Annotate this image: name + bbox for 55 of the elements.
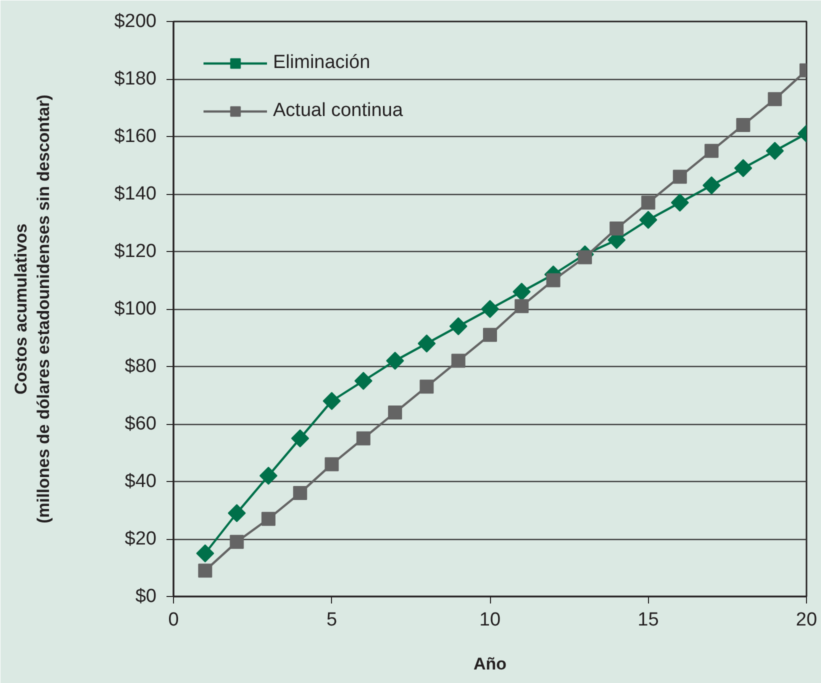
y-tick-label: $140 (114, 184, 157, 204)
point (702, 176, 721, 194)
point (449, 317, 468, 336)
y-tick-label: $0 (135, 586, 157, 607)
y-tick-label: $120 (114, 241, 157, 262)
point (736, 118, 750, 132)
point (768, 92, 782, 106)
y-tick-label: $60 (124, 414, 156, 434)
point (230, 534, 244, 549)
x-tick-label: 20 (796, 610, 818, 630)
point (293, 486, 308, 500)
y-tick-label: $80 (124, 356, 156, 377)
point (514, 299, 529, 314)
x-tick-label: 10 (479, 610, 501, 630)
point (512, 282, 531, 301)
point (259, 466, 278, 485)
point (704, 144, 719, 158)
point (322, 392, 341, 410)
point (388, 406, 402, 420)
point (672, 170, 687, 184)
y-tick-label: $20 (124, 528, 156, 550)
x-tick-label: 0 (168, 610, 179, 630)
point (198, 564, 212, 578)
point (483, 328, 497, 342)
point (639, 210, 658, 229)
point (261, 512, 276, 526)
point (641, 196, 656, 210)
legend-label: Eliminación (273, 52, 370, 74)
y-tick-label: $40 (124, 471, 156, 492)
y-tick-label: $160 (114, 126, 157, 147)
x-tick-label: 5 (326, 610, 338, 630)
point (734, 159, 752, 178)
point (546, 273, 560, 288)
point (610, 222, 624, 236)
point (354, 372, 372, 390)
point (418, 334, 436, 352)
x-axis-title: Año (473, 654, 507, 674)
point (451, 354, 466, 368)
point (196, 544, 214, 562)
point (766, 142, 784, 160)
point (291, 429, 310, 448)
y-tick-label: $100 (114, 298, 157, 320)
point (481, 300, 499, 318)
point (228, 504, 246, 522)
y-tick-label: $180 (114, 68, 157, 90)
point (420, 380, 434, 394)
point (670, 194, 689, 212)
y-tick-label: $200 (114, 11, 157, 32)
point (386, 352, 404, 370)
y-axis-title: Costos acumulativos (millones de dólares estadounidenses sin descontar) (11, 94, 54, 524)
point (356, 431, 370, 446)
point (578, 250, 592, 264)
legend-label: Actual continua (273, 100, 403, 122)
x-tick-label: 15 (638, 610, 659, 630)
point (324, 457, 339, 472)
